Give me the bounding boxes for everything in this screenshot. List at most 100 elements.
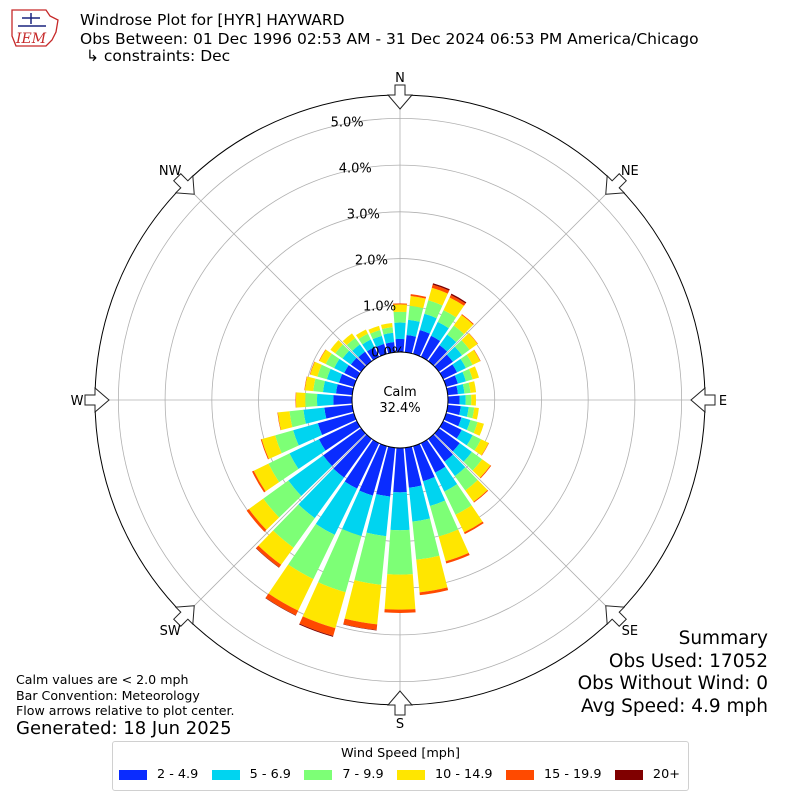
compass-arrows — [84, 84, 716, 716]
obs-without-wind: Obs Without Wind: 0 — [577, 673, 768, 694]
wind-bar-150-7-9-9 — [444, 484, 472, 515]
wind-bar-20-20+ — [432, 283, 450, 291]
wind-bar-50-2-4-9 — [434, 354, 453, 372]
wind-bar-50-5-6-9 — [446, 346, 463, 362]
wind-bar-320-7-9-9 — [346, 337, 360, 351]
wind-bar-170-15-19-9 — [419, 587, 449, 596]
legend-swatch — [304, 769, 333, 780]
wind-bar-320-10-14-9 — [342, 333, 356, 346]
wind-bar-160-2-4-9 — [413, 443, 435, 482]
wind-bar-220-7-9-9 — [273, 504, 315, 548]
wind-bar-130-15-19-9 — [479, 465, 492, 479]
wind-bar-10-2-4-9 — [404, 335, 417, 354]
wind-bar-90-2-4-9 — [447, 395, 460, 405]
wind-bar-110-2-4-9 — [443, 413, 462, 427]
wind-bar-30-15-19-9 — [449, 294, 466, 306]
wind-bar-260-7-9-9 — [289, 409, 306, 428]
wind-bar-300-7-9-9 — [325, 353, 340, 369]
wind-bar-290-7-9-9 — [317, 364, 331, 380]
wind-bar-140-5-6-9 — [444, 454, 466, 477]
radial-tick-label: 4.0% — [339, 162, 372, 177]
legend-label: 2 - 4.9 — [157, 767, 199, 782]
legend-label: 20+ — [652, 767, 680, 782]
wind-bar-220-2-4-9 — [333, 434, 372, 478]
wind-bar-260-15-19-9 — [277, 412, 281, 431]
wind-bar-190-10-14-9 — [344, 580, 382, 625]
wind-bar-270-2-4-9 — [333, 395, 353, 405]
wind-bar-270-5-6-9 — [316, 393, 334, 407]
wind-bar-260-10-14-9 — [277, 411, 293, 431]
wind-bar-280-15-19-9 — [304, 376, 308, 391]
wind-bar-40-7-9-9 — [447, 325, 465, 343]
wind-bar-60-7-9-9 — [460, 354, 473, 369]
wind-bar-100-2-4-9 — [446, 404, 461, 415]
plot-notes: Calm values are < 2.0 mph Bar Convention… — [16, 672, 235, 719]
wind-bar-190-7-9-9 — [354, 532, 387, 585]
wind-bar-350-2-4-9 — [385, 342, 396, 354]
compass-label-s: S — [396, 717, 404, 732]
wind-bar-150-10-14-9 — [455, 505, 483, 533]
logo-text: IEM — [15, 31, 47, 47]
wind-bar-210-5-6-9 — [315, 481, 358, 535]
wind-bar-290-5-6-9 — [326, 368, 343, 383]
wind-bar-170-2-4-9 — [404, 446, 422, 488]
wind-bar-170-7-9-9 — [412, 518, 440, 560]
wind-bar-240-2-4-9 — [318, 420, 361, 451]
wind-bar-80-7-9-9 — [462, 382, 471, 394]
wind-bar-210-20+ — [265, 597, 296, 616]
wind-bar-180-7-9-9 — [387, 529, 413, 575]
wind-bar-120-15-19-9 — [481, 442, 490, 456]
wind-bar-170-10-14-9 — [416, 555, 448, 593]
wind-bar-280-7-9-9 — [313, 378, 325, 393]
wind-bar-330-2-4-9 — [366, 347, 380, 361]
wind-bar-250-15-19-9 — [260, 439, 269, 460]
wind-bar-280-5-6-9 — [322, 381, 338, 394]
wind-bar-30-7-9-9 — [437, 310, 457, 329]
wind-bar-110-5-6-9 — [458, 417, 471, 431]
wind-bar-100-10-14-9 — [472, 407, 479, 420]
wind-bar-290-2-4-9 — [338, 374, 357, 387]
wind-bar-70-2-4-9 — [443, 375, 458, 387]
wind-bar-270-7-9-9 — [305, 393, 318, 407]
wind-bar-120-7-9-9 — [466, 435, 482, 451]
wind-bar-180-15-19-9 — [384, 609, 416, 613]
wind-bar-20-7-9-9 — [424, 300, 443, 319]
wind-bar-340-7-9-9 — [370, 329, 382, 340]
wind-bar-20-10-14-9 — [428, 287, 448, 306]
wind-bar-210-15-19-9 — [265, 593, 299, 616]
radial-tick-label: 2.0% — [355, 254, 388, 269]
legend-swatch — [505, 769, 534, 780]
wind-bar-20-15-19-9 — [431, 284, 450, 294]
wind-bar-340-10-14-9 — [368, 325, 381, 334]
wind-bar-310-2-4-9 — [350, 357, 366, 372]
wind-bar-20-2-4-9 — [413, 329, 430, 357]
wind-bar-190-15-19-9 — [343, 618, 378, 630]
wind-bar-10-10-14-9 — [409, 295, 426, 309]
wind-bar-350-5-6-9 — [383, 332, 395, 344]
wind-bar-200-5-6-9 — [342, 490, 373, 537]
wind-bar-240-7-9-9 — [268, 453, 299, 483]
compass-arrow-nw — [173, 173, 195, 195]
wind-bar-250-7-9-9 — [275, 430, 299, 454]
wind-bar-50-15-19-9 — [468, 332, 478, 345]
wind-bar-310-10-14-9 — [330, 340, 343, 354]
compass-arrow-e — [690, 386, 716, 414]
windrose-bars — [246, 283, 492, 637]
wind-bar-210-7-9-9 — [288, 523, 335, 580]
wind-bar-320-2-4-9 — [358, 351, 372, 366]
wind-bar-200-2-4-9 — [359, 443, 387, 496]
wind-bar-50-10-14-9 — [461, 333, 478, 350]
wind-bar-30-10-14-9 — [443, 297, 465, 318]
calm-label: Calm — [383, 385, 416, 400]
wind-bar-300-5-6-9 — [334, 358, 349, 374]
calm-circle — [351, 351, 449, 449]
radial-gridline — [184, 184, 401, 401]
radial-gridline — [184, 399, 401, 616]
wind-bar-120-2-4-9 — [439, 420, 462, 439]
grid-circle — [164, 164, 636, 636]
wind-bar-20-5-6-9 — [419, 313, 437, 334]
wind-bar-130-2-4-9 — [434, 428, 460, 452]
radial-tick-label: 5.0% — [331, 116, 364, 131]
